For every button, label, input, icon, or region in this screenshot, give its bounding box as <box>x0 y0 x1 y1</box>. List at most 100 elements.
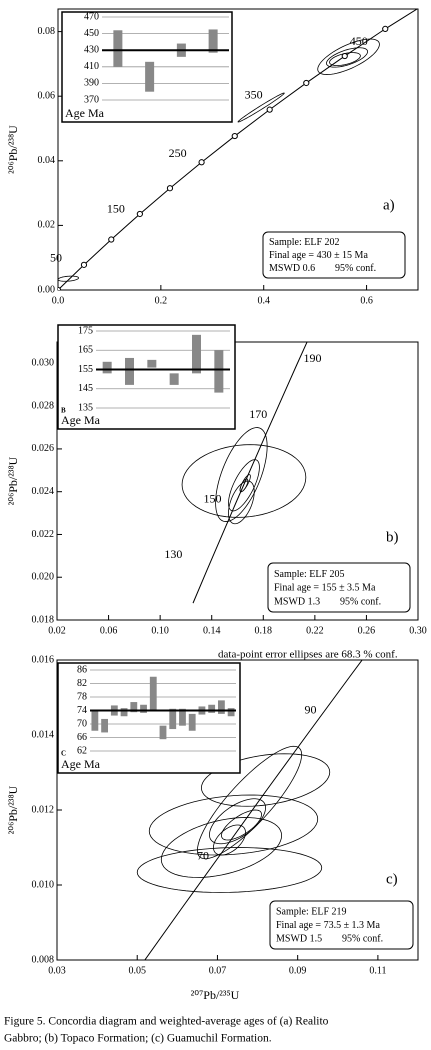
y-axis-label: ²⁰⁶Pb/²³⁸U <box>6 125 20 174</box>
x-tick-label: 0.02 <box>48 625 66 636</box>
inset-age-bar <box>120 708 128 717</box>
info-line: MSWD 1.3 <box>274 596 320 607</box>
y-tick-label: 0.04 <box>38 155 56 166</box>
inset-age-bar <box>159 725 167 740</box>
x-tick-label: 0.10 <box>151 625 169 636</box>
age-label: 70 <box>197 849 209 863</box>
age-label: 150 <box>107 202 125 216</box>
inset-tick-label: 165 <box>78 345 93 356</box>
x-tick-label: 0.18 <box>255 625 273 636</box>
error-ellipse <box>215 427 268 522</box>
error-ellipse <box>326 47 369 68</box>
age-marker <box>266 106 273 113</box>
inset-tick-label: 82 <box>77 678 87 689</box>
inset-tick-label: 175 <box>78 325 93 336</box>
inset-tick-label: 470 <box>84 11 99 22</box>
age-marker <box>382 25 389 32</box>
plot-content <box>58 9 418 290</box>
inset-tick-label: 370 <box>84 94 99 105</box>
error-ellipse <box>213 824 246 856</box>
inset-age-bar <box>125 357 134 385</box>
inset-age-bar <box>217 700 225 714</box>
y-tick-label: 0.02 <box>38 220 56 231</box>
caption-line: Gabbro; (b) Topaco Formation; (c) Guamuc… <box>4 1033 272 1045</box>
inset-tick-label: 390 <box>84 78 99 89</box>
inset-tick-label: 74 <box>77 705 87 716</box>
y-axis-label: ²⁰⁶Pb/²³⁸U <box>6 785 20 834</box>
info-line: Final age = 155 ± 3.5 Ma <box>274 583 376 594</box>
inset-age-bar <box>91 710 99 731</box>
y-tick-label: 0.018 <box>32 614 55 625</box>
info-line: 95% conf. <box>335 263 376 274</box>
error-ellipse <box>136 847 323 893</box>
info-line: Sample: ELF 219 <box>276 907 347 918</box>
inset-frame <box>57 324 236 430</box>
age-marker <box>136 210 143 218</box>
x-tick-label: 0.30 <box>409 625 427 636</box>
error-ellipse <box>237 92 285 123</box>
error-ellipse <box>209 798 266 845</box>
inset-tick-label: 78 <box>77 691 87 702</box>
plot-content <box>181 342 308 604</box>
age-marker <box>231 132 238 140</box>
x-tick-label: 0.07 <box>209 965 227 976</box>
y-tick-label: 0.00 <box>38 284 56 295</box>
inset-tick-label: 430 <box>84 44 99 55</box>
info-box <box>269 900 414 950</box>
inset-age-bar <box>208 704 216 713</box>
y-tick-label: 0.012 <box>32 804 55 815</box>
inset-age-bar <box>208 29 218 53</box>
error-ellipse <box>181 444 307 518</box>
y-axis-label: ²⁰⁶Pb/²³⁸U <box>6 456 20 505</box>
concordia-curve <box>58 9 418 290</box>
age-label: 50 <box>50 251 62 265</box>
y-tick-label: 0.06 <box>38 91 56 102</box>
info-line: MSWD 1.5 <box>276 934 322 945</box>
age-label: 170 <box>249 407 267 421</box>
concordia-curve <box>192 342 308 604</box>
inset-age-bar <box>113 30 123 67</box>
inset-age-bar <box>169 373 179 385</box>
y-tick-label: 0.016 <box>32 654 55 665</box>
age-label: 350 <box>245 87 263 101</box>
info-line: 95% conf. <box>340 596 381 607</box>
x-tick-label: 0.26 <box>358 625 376 636</box>
inset-label: Age Ma <box>65 106 105 120</box>
age-label: 450 <box>350 34 368 48</box>
inset-tick-label: 410 <box>84 61 99 72</box>
inset-tick-label: 62 <box>77 745 87 756</box>
x-tick-label: 0.0 <box>52 295 65 306</box>
inset-age-bar <box>169 708 177 730</box>
error-ellipse <box>228 459 260 512</box>
x-tick-label: 0.11 <box>369 965 386 976</box>
x-tick-label: 0.03 <box>48 965 66 976</box>
plot-frame <box>57 8 419 291</box>
error-ellipse <box>160 817 283 878</box>
age-marker <box>341 52 348 60</box>
inset-tick-label: 450 <box>84 28 99 39</box>
panel-label: a) <box>383 197 395 213</box>
x-tick-label: 0.05 <box>128 965 146 976</box>
info-line: Final age = 430 ± 15 Ma <box>269 250 368 261</box>
inset-age-bar <box>147 359 157 368</box>
inset-age-bar <box>179 708 186 726</box>
x-tick-label: 0.2 <box>155 295 168 306</box>
age-marker <box>108 236 115 243</box>
x-tick-label: 0.09 <box>289 965 307 976</box>
y-tick-label: 0.010 <box>32 879 55 890</box>
note: data-point error ellipses are 68.3 % con… <box>218 649 398 661</box>
info-line: MSWD 0.6 <box>269 263 315 274</box>
x-tick-label: 0.6 <box>360 295 373 306</box>
chart: 0.0 0.2 0.4 0.6 0.00 0.02 0.04 0.06 0.08 ²⁰⁶Pb/²³… <box>6 8 419 306</box>
y-tick-label: 0.024 <box>32 486 55 497</box>
inset-age-bar <box>188 713 196 731</box>
caption-line: Figure 5. Concordia diagram and weighted… <box>4 1016 329 1028</box>
x-axis-label: ²⁰⁷Pb/²³⁵U <box>191 988 240 1002</box>
y-tick-label: 0.022 <box>32 529 55 540</box>
inset-age-bar <box>214 350 224 393</box>
panel-label: b) <box>386 529 399 545</box>
inset-age-bar <box>145 61 155 92</box>
error-ellipse <box>148 794 319 856</box>
inset-tick-label: 145 <box>78 383 93 394</box>
